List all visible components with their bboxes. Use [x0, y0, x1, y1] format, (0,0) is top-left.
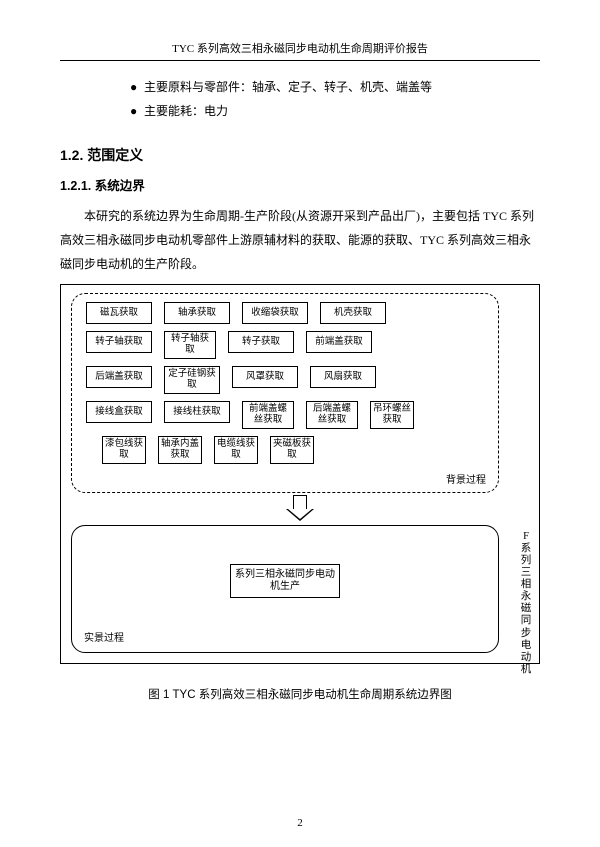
node-box: 后端盖螺丝获取 — [306, 401, 358, 429]
output-side-label: F系列三相永磁同步电动机 — [519, 531, 533, 676]
node-box: 前端盖螺丝获取 — [242, 401, 294, 429]
paragraph-body: 本研究的系统边界为生命周期-生产阶段(从资源开采到产品出厂)，主要包括 TYC … — [60, 204, 540, 276]
foreground-process-label: 实景过程 — [84, 629, 124, 644]
node-box: 收缩袋获取 — [242, 302, 308, 324]
node-box: 风扇获取 — [310, 366, 376, 388]
heading-system-boundary: 1.2.1. 系统边界 — [60, 175, 540, 194]
node-box: 漆包线获取 — [102, 436, 146, 464]
system-boundary-diagram: 磁瓦获取 轴承获取 收缩袋获取 机壳获取 转子轴获取 转子轴获取 转子获取 前端… — [60, 284, 540, 664]
bullet-list: ●主要原料与零部件：轴承、定子、转子、机壳、端盖等 ●主要能耗：电力 — [130, 75, 540, 123]
bullet-text: 主要原料与零部件：轴承、定子、转子、机壳、端盖等 — [144, 80, 432, 94]
flow-arrow-icon — [285, 495, 315, 521]
background-process-panel: 磁瓦获取 轴承获取 收缩袋获取 机壳获取 转子轴获取 转子轴获取 转子获取 前端… — [71, 293, 499, 493]
page-header-title: TYC 系列高效三相永磁同步电动机生命周期评价报告 — [60, 40, 540, 61]
node-box: 机壳获取 — [320, 302, 386, 324]
node-box: 轴承内盖获取 — [158, 436, 202, 464]
node-box: 转子轴获取 — [164, 331, 216, 359]
node-box: 轴承获取 — [164, 302, 230, 324]
bullet-item: ●主要原料与零部件：轴承、定子、转子、机壳、端盖等 — [130, 75, 540, 99]
node-box: 后端盖获取 — [86, 366, 152, 388]
heading-scope-definition: 1.2. 范围定义 — [60, 145, 540, 165]
node-box: 夹磁板获取 — [270, 436, 314, 464]
bullet-text: 主要能耗：电力 — [144, 104, 228, 118]
node-box: 吊环螺丝获取 — [370, 401, 414, 429]
node-box: 风罩获取 — [232, 366, 298, 388]
node-box: 前端盖获取 — [306, 331, 372, 353]
background-process-label: 背景过程 — [446, 471, 486, 486]
node-box: 定子硅钢获取 — [164, 366, 220, 394]
node-box: 电缆线获取 — [214, 436, 258, 464]
bullet-item: ●主要能耗：电力 — [130, 99, 540, 123]
figure-caption: 图 1 TYC 系列高效三相永磁同步电动机生命周期系统边界图 — [60, 686, 540, 702]
node-box: 接线柱获取 — [164, 401, 230, 423]
node-box: 转子轴获取 — [86, 331, 152, 353]
node-box: 转子获取 — [228, 331, 294, 353]
foreground-process-panel: 系列三相永磁同步电动机生产 实景过程 — [71, 525, 499, 653]
production-node: 系列三相永磁同步电动机生产 — [230, 564, 340, 598]
node-box: 接线盒获取 — [86, 401, 152, 423]
page-number: 2 — [297, 817, 303, 829]
node-box: 磁瓦获取 — [86, 302, 152, 324]
